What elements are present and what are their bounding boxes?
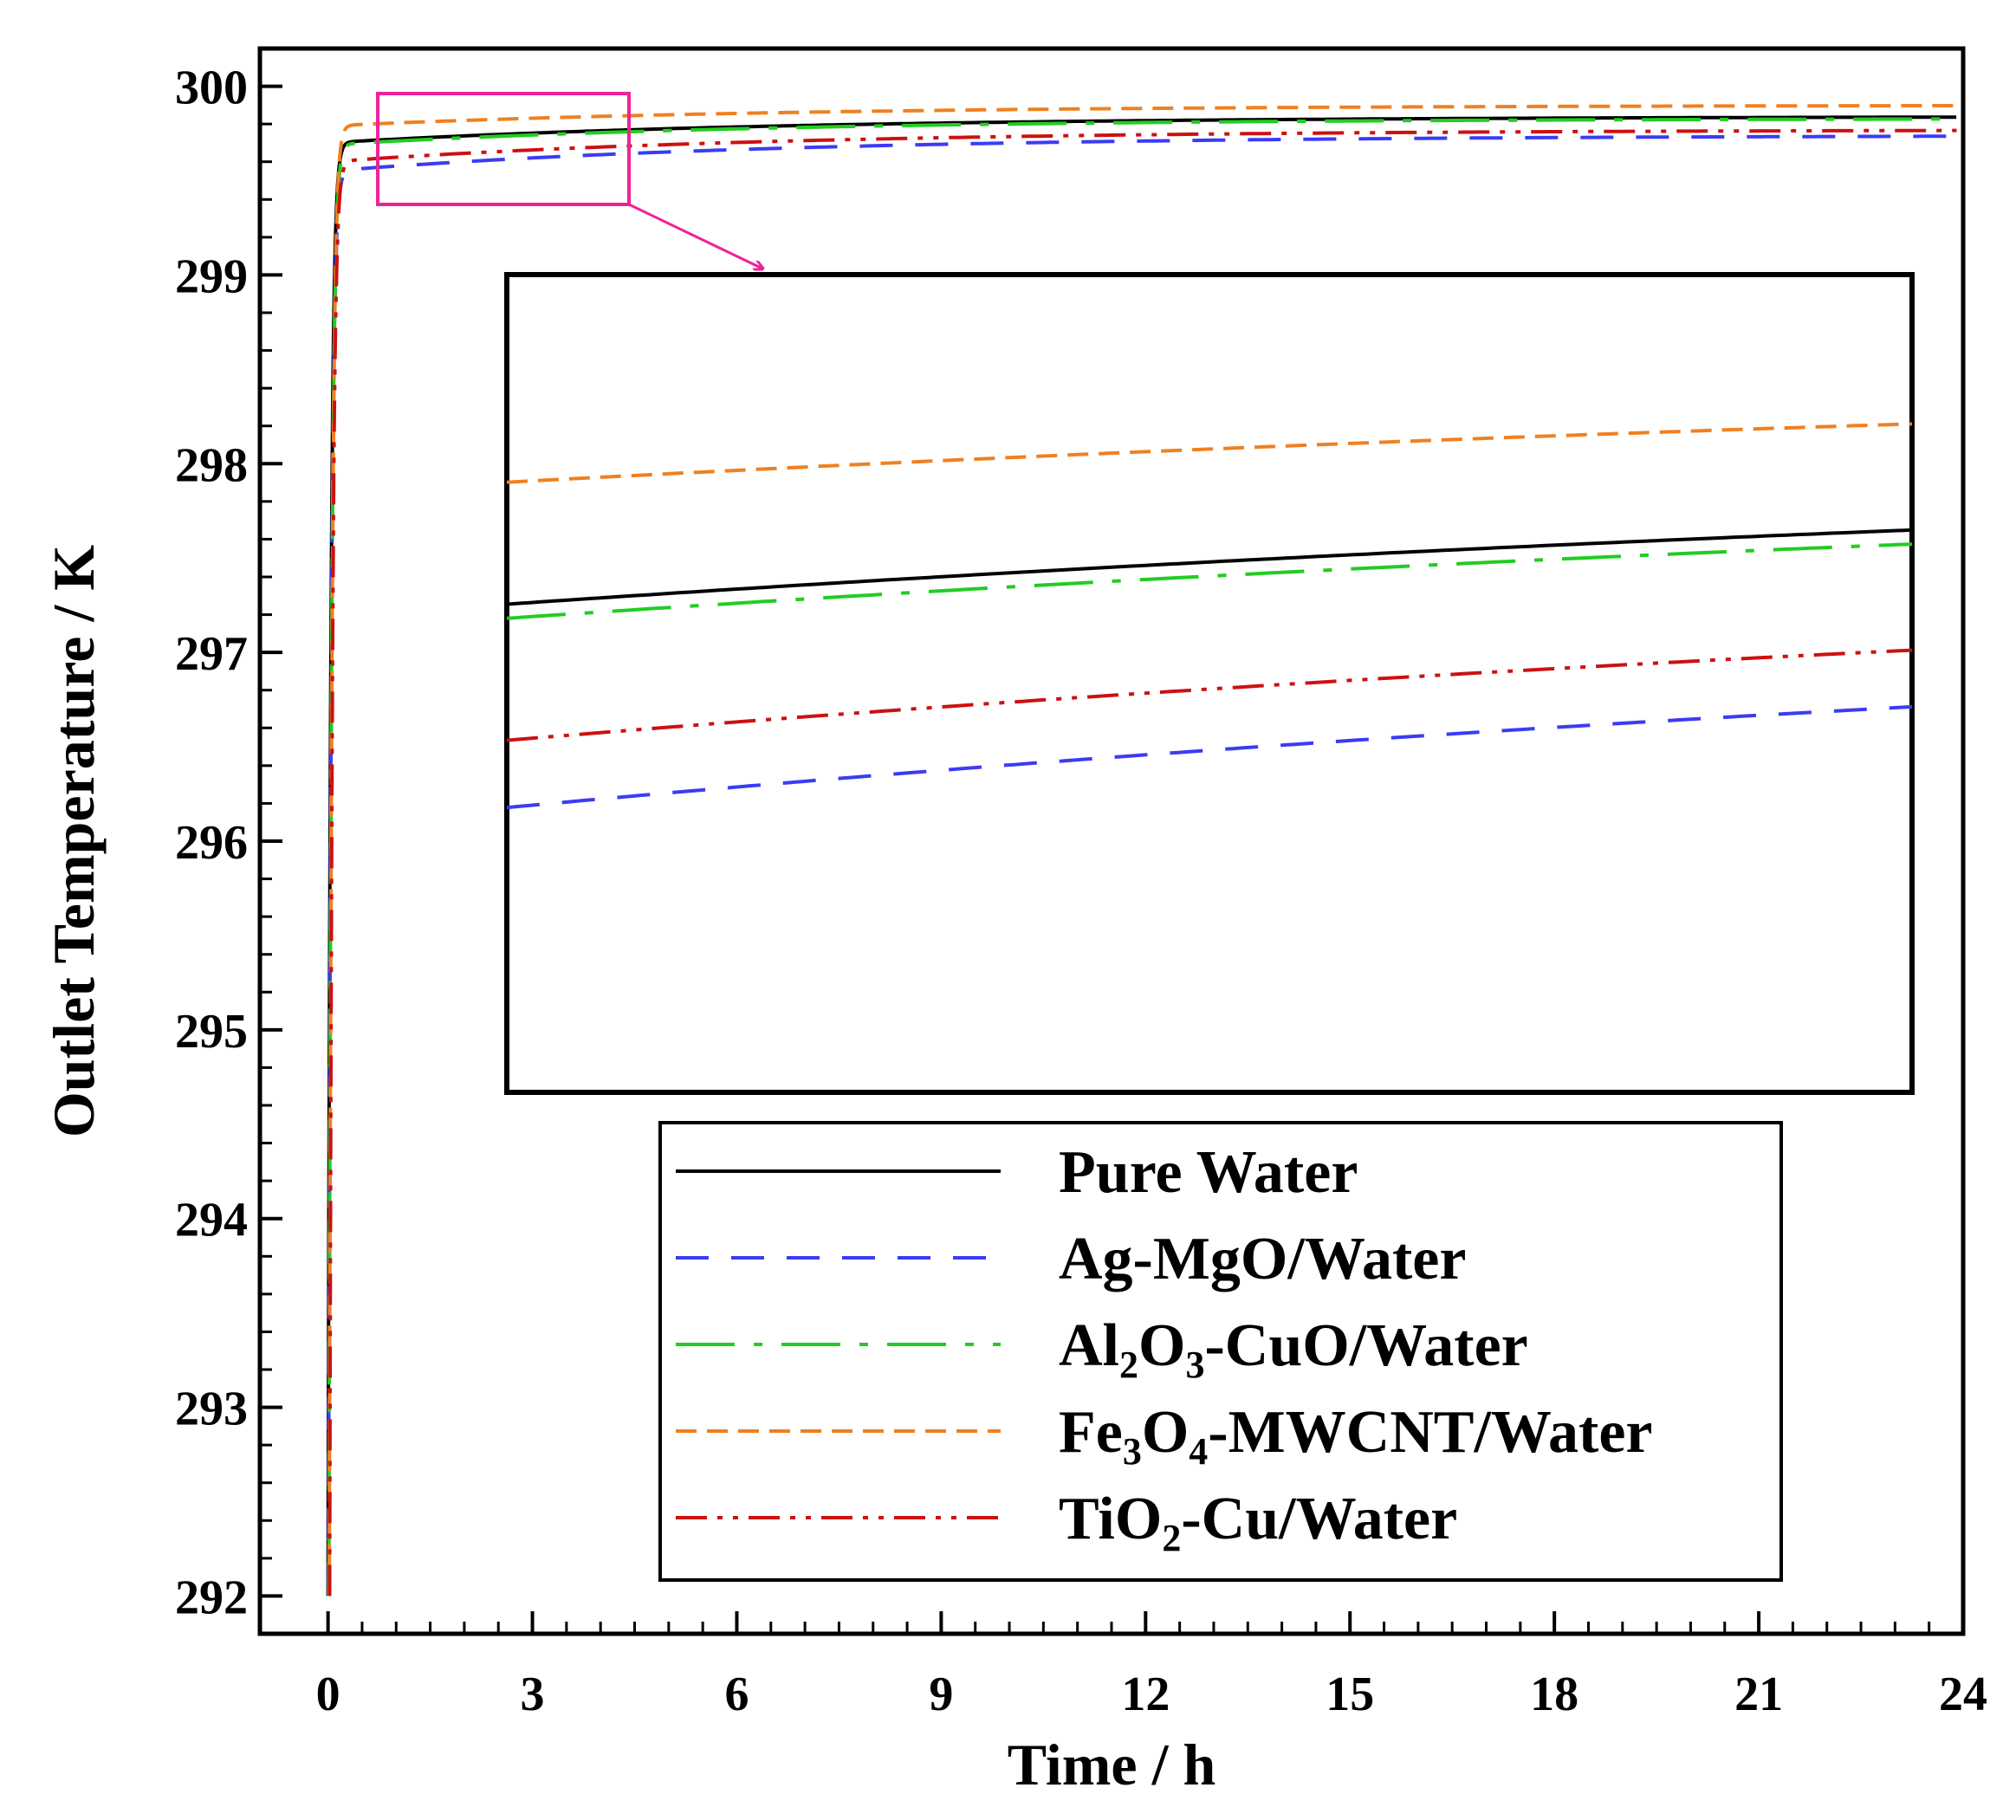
x-tick-label: 3 [521,1668,545,1721]
x-tick-label: 18 [1530,1668,1578,1721]
y-tick-label: 298 [175,438,248,492]
x-tick-label: 24 [1939,1668,1987,1721]
y-tick-label: 297 [175,627,248,681]
y-tick-label: 293 [175,1383,248,1436]
legend-label: Ag-MgO/Water [1059,1226,1466,1292]
series-line-0 [326,115,1957,1597]
legend-box [658,1121,1783,1582]
legend-label: Fe3O4-MWCNT/Water [1059,1399,1653,1473]
tick-labels: 0 3 6 9 12 15 18 21 24 292 293 294 295 296 297 298 299 30… [175,62,1987,1721]
inset-series-line-2 [507,542,1912,620]
x-axis-label: Time / h [1008,1732,1216,1797]
y-tick-label: 300 [175,62,248,115]
series-line-1 [327,134,1957,1597]
y-tick-label: 295 [175,1005,248,1059]
x-tick-label: 12 [1121,1668,1170,1721]
x-tick-label: 21 [1734,1668,1783,1721]
zoom-region-box [376,92,631,206]
y-tick-label: 296 [175,816,248,870]
x-tick-label: 9 [929,1668,953,1721]
legend-label: TiO2-Cu/Water [1059,1486,1457,1559]
legend-label: Al2O3-CuO/Water [1059,1312,1528,1386]
zoom-arrow [628,203,762,269]
x-tick-label: 6 [724,1668,749,1721]
y-tick-label: 294 [175,1194,248,1247]
inset-series-line-3 [507,422,1912,484]
inset-series-line-4 [507,648,1912,742]
series-line-3 [327,104,1957,1597]
y-axis-label: Outlet Temperature / K [41,545,107,1137]
axis-ticks [260,84,1965,1634]
y-tick-label: 299 [175,249,248,303]
legend: Pure Water Ag-MgO/Water Al2O3-CuO/Water Fe3… [658,1121,1783,1582]
x-tick-label: 15 [1326,1668,1374,1721]
inset-panel [504,272,1915,1095]
inset-series-group [507,422,1912,810]
x-tick-label: 0 [316,1668,340,1721]
legend-label: Pure Water [1059,1139,1358,1206]
series-line-2 [327,117,1957,1597]
y-tick-label: 292 [175,1571,248,1624]
main-series-group [326,104,1957,1597]
inset-series-line-0 [507,528,1912,606]
series-line-4 [327,128,1957,1597]
inset-series-line-1 [507,704,1912,810]
